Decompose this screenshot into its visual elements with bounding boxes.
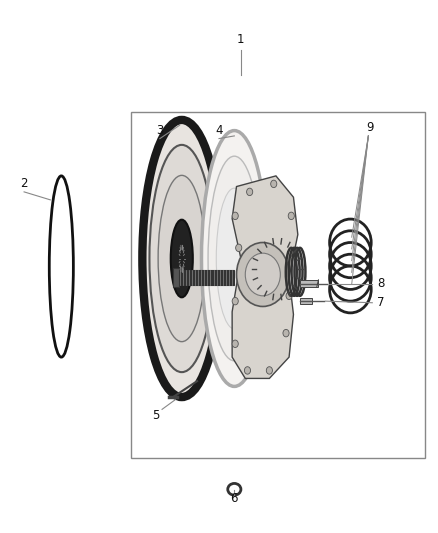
Circle shape bbox=[286, 292, 292, 300]
Circle shape bbox=[232, 212, 238, 220]
Circle shape bbox=[266, 367, 272, 374]
Text: 4: 4 bbox=[215, 124, 223, 137]
Text: 7: 7 bbox=[377, 296, 385, 309]
Ellipse shape bbox=[208, 156, 261, 361]
Circle shape bbox=[244, 367, 251, 374]
Bar bbox=[131, 112, 425, 458]
Bar bbox=[177, 270, 234, 285]
Polygon shape bbox=[232, 176, 298, 378]
Ellipse shape bbox=[142, 120, 221, 397]
Ellipse shape bbox=[171, 220, 193, 297]
Circle shape bbox=[288, 212, 294, 220]
Ellipse shape bbox=[158, 175, 205, 342]
Circle shape bbox=[232, 340, 238, 348]
Circle shape bbox=[271, 180, 277, 188]
Bar bbox=[173, 268, 179, 287]
Text: 1: 1 bbox=[237, 34, 245, 46]
Circle shape bbox=[283, 329, 289, 337]
Text: 6: 6 bbox=[230, 492, 238, 505]
Text: 5: 5 bbox=[152, 409, 159, 422]
Circle shape bbox=[236, 244, 242, 252]
Text: 8: 8 bbox=[378, 277, 385, 290]
Circle shape bbox=[232, 297, 238, 305]
Ellipse shape bbox=[216, 188, 252, 329]
Bar bbox=[300, 280, 318, 287]
Circle shape bbox=[290, 249, 297, 257]
Ellipse shape bbox=[149, 145, 214, 372]
Text: 2: 2 bbox=[20, 177, 28, 190]
Text: 3: 3 bbox=[156, 124, 163, 137]
Ellipse shape bbox=[201, 131, 267, 386]
Circle shape bbox=[247, 188, 253, 196]
Circle shape bbox=[245, 253, 280, 296]
Text: 9: 9 bbox=[366, 122, 374, 134]
Circle shape bbox=[237, 243, 289, 306]
Bar bbox=[300, 298, 312, 304]
